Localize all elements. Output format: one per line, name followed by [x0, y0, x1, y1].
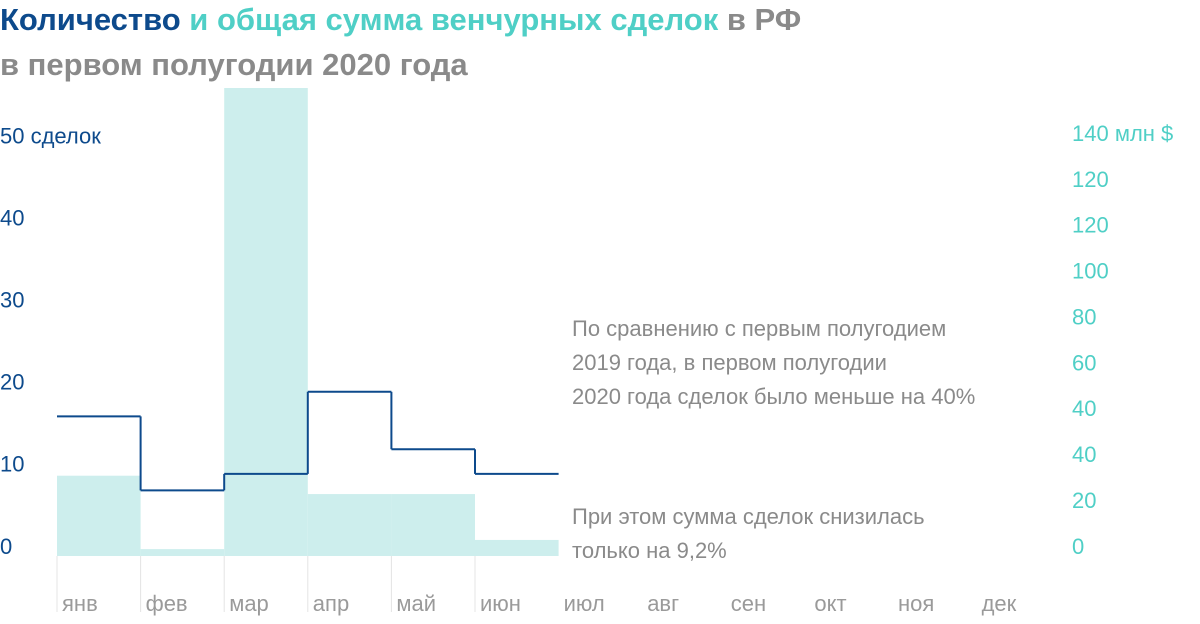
x-tick-label: июл	[564, 591, 605, 616]
annotation: только на 9,2%	[572, 538, 727, 563]
x-tick-label: июн	[480, 591, 521, 616]
title-part: в РФ	[727, 2, 801, 37]
bar	[391, 494, 475, 556]
y2-tick-label: 120	[1072, 167, 1109, 192]
y2-tick-label: 100	[1072, 259, 1109, 284]
y2-tick-label: 140 млн $	[1072, 121, 1173, 146]
x-tick-label: апр	[313, 591, 349, 616]
y-tick-label: 50 сделок	[0, 123, 101, 148]
y2-tick-label: 120	[1072, 213, 1109, 238]
y-tick-label: 10	[0, 452, 24, 477]
y-tick-label: 0	[0, 534, 12, 559]
annotation: По сравнению с первым полугодием	[572, 316, 946, 341]
bar	[224, 88, 308, 556]
bar	[475, 539, 559, 556]
x-tick-label: дек	[982, 591, 1017, 616]
x-tick-label: сен	[731, 591, 766, 616]
x-tick-label: фев	[146, 591, 188, 616]
y-tick-label: 40	[0, 205, 24, 230]
x-tick-label: янв	[62, 591, 98, 616]
x-tick-label: мар	[229, 591, 269, 616]
x-tick-label: окт	[814, 591, 846, 616]
title-part: и общая сумма венчурных сделок	[189, 2, 718, 37]
title-part: Количество	[0, 2, 181, 37]
x-tick-label: авг	[647, 591, 679, 616]
y2-tick-label: 80	[1072, 304, 1096, 329]
chart-subtitle: в первом полугодии 2020 года	[0, 47, 468, 82]
x-tick-label: ноя	[898, 591, 934, 616]
y2-tick-label: 0	[1072, 534, 1084, 559]
y-tick-label: 20	[0, 370, 24, 395]
bar	[307, 494, 392, 556]
y2-tick-label: 40	[1072, 442, 1096, 467]
chart-title: Количество и общая сумма венчурных сдело…	[0, 2, 801, 37]
bar	[140, 549, 225, 556]
bar	[57, 475, 141, 556]
annotation: 2019 года, в первом полугодии	[572, 350, 887, 375]
x-tick-label: май	[396, 591, 436, 616]
y2-tick-label: 60	[1072, 350, 1096, 375]
y-tick-label: 30	[0, 287, 24, 312]
annotation: 2020 года сделок было меньше на 40%	[572, 384, 975, 409]
y2-tick-label: 40	[1072, 396, 1096, 421]
y2-tick-label: 20	[1072, 488, 1096, 513]
annotation: При этом сумма сделок снизилась	[572, 504, 925, 529]
